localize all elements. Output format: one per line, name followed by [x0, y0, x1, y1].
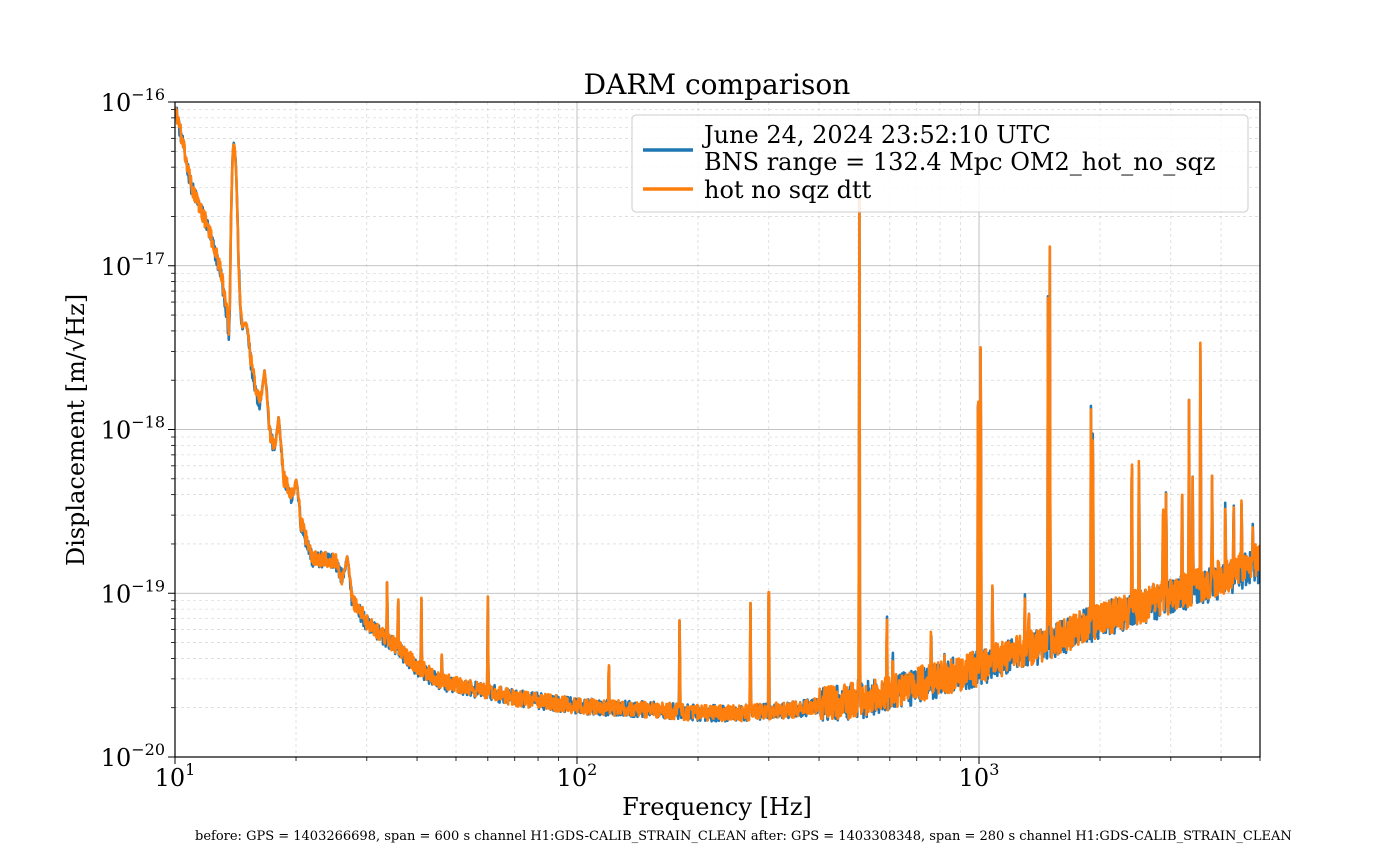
y-tick-label: 10−17	[101, 249, 165, 281]
legend-label-series-2: hot no sqz dtt	[704, 176, 872, 204]
tick-labels: 101 102 103 10−20 10−19 10−18 10−17 10−16	[101, 85, 1000, 792]
y-tick-label: 10−20	[101, 740, 165, 772]
y-tick-label: 10−18	[101, 413, 165, 445]
legend-label-series-1-line-1: June 24, 2024 23:52:10 UTC	[701, 121, 1051, 149]
x-tick-label: 102	[557, 760, 598, 792]
series-layer	[175, 106, 1260, 723]
axis-ticks	[168, 101, 1261, 764]
x-tick-label: 103	[959, 760, 1000, 792]
footnote: before: GPS = 1403266698, span = 600 s c…	[195, 829, 1292, 844]
y-tick-label: 10−19	[101, 576, 165, 608]
x-axis-label: Frequency [Hz]	[622, 793, 812, 821]
series-line-2	[175, 106, 1260, 723]
chart-title: DARM comparison	[584, 68, 851, 101]
y-tick-label: 10−16	[101, 85, 165, 117]
x-tick-label: 101	[155, 760, 196, 792]
y-axis-label: Displacement [m/√Hz]	[62, 294, 90, 566]
legend: June 24, 2024 23:52:10 UTC BNS range = 1…	[631, 114, 1249, 213]
legend-label-series-1-line-2: BNS range = 132.4 Mpc OM2_hot_no_sqz	[704, 148, 1216, 176]
legend-box	[631, 114, 1249, 213]
